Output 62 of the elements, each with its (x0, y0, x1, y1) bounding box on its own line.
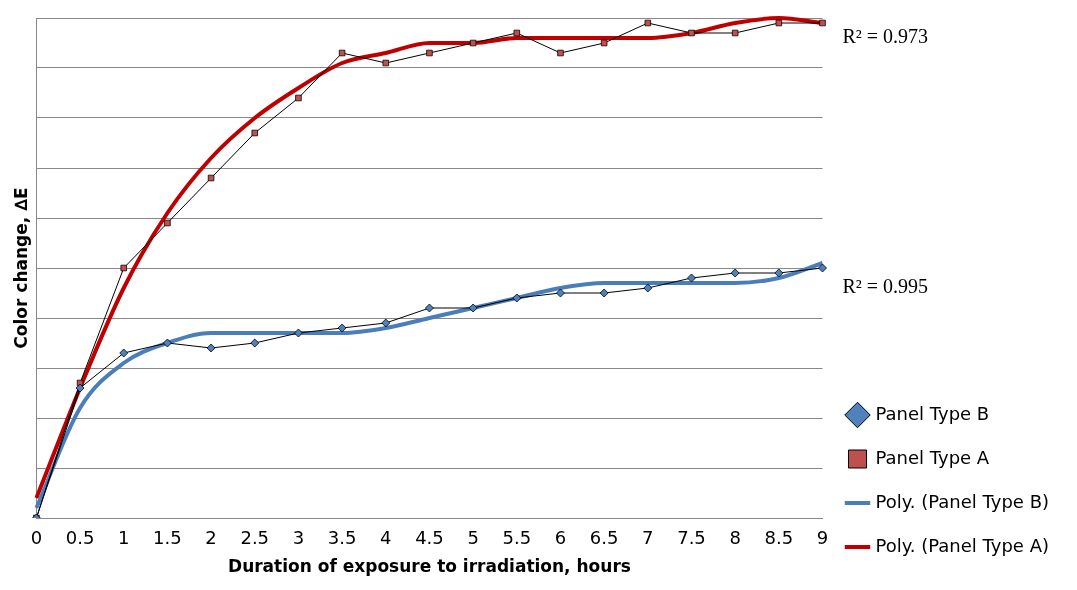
point (294, 328, 303, 338)
x-tick-label: 6 (554, 527, 567, 549)
x-tick-label: 3 (292, 527, 305, 549)
point (818, 263, 827, 273)
x-tick-label: 8 (729, 527, 741, 549)
point (426, 49, 433, 57)
legend-label: Panel Type A (875, 446, 990, 468)
point (207, 174, 215, 182)
text: R² = 0.973 (842, 25, 929, 48)
x-tick-label: 4.5 (415, 527, 444, 549)
x-tick-label: 4 (380, 527, 392, 549)
point (643, 283, 653, 293)
x-tick-label: 8.5 (764, 527, 794, 549)
point (120, 264, 127, 272)
x-tick-label: 2.5 (240, 527, 270, 549)
point (295, 94, 302, 102)
point (468, 303, 478, 313)
legend-label: Panel Type B (875, 402, 990, 424)
point (75, 383, 85, 393)
point (600, 39, 608, 47)
point (338, 49, 346, 57)
point (557, 49, 564, 57)
point (775, 19, 783, 27)
x-tick-label: 5.5 (502, 527, 532, 549)
point (512, 293, 522, 303)
point (730, 268, 740, 278)
x-tick-label: 6.5 (589, 527, 619, 549)
text: R² = 0.995 (842, 275, 929, 298)
point (556, 288, 565, 298)
point (774, 268, 784, 278)
x-tick-label: 3.5 (327, 527, 357, 549)
point (599, 288, 609, 298)
x-tick-label: 2 (205, 527, 217, 549)
point (251, 129, 258, 137)
point (425, 303, 434, 313)
point (644, 19, 652, 27)
x-tick-label: 9 (816, 527, 829, 549)
point (382, 59, 390, 67)
point (731, 29, 739, 37)
point (469, 39, 477, 47)
x-tick-label: 1.5 (153, 527, 182, 549)
point (381, 318, 391, 328)
x-tick-label: 5 (467, 527, 479, 549)
x-tick-label: 7 (642, 527, 654, 549)
point (688, 29, 695, 37)
legend-label: Poly. (Panel Type B) (875, 490, 1049, 512)
x-axis-title: Duration of exposure to irradiation, hours (228, 556, 631, 577)
x-tick-label: 0.5 (65, 527, 95, 549)
x-tick-label: 1 (118, 527, 130, 549)
point (119, 348, 129, 358)
point (819, 19, 826, 27)
y-axis-title: Color change, ∆E (10, 187, 31, 349)
x-tick-label: 0 (30, 527, 43, 549)
x-tick-label: 7.5 (677, 527, 706, 549)
point (250, 338, 260, 348)
point (164, 219, 171, 227)
point (687, 273, 696, 283)
point (206, 343, 216, 353)
point (163, 338, 172, 348)
point (337, 323, 347, 333)
legend-label: Poly. (Panel Type A) (875, 534, 1049, 556)
point (513, 29, 521, 37)
